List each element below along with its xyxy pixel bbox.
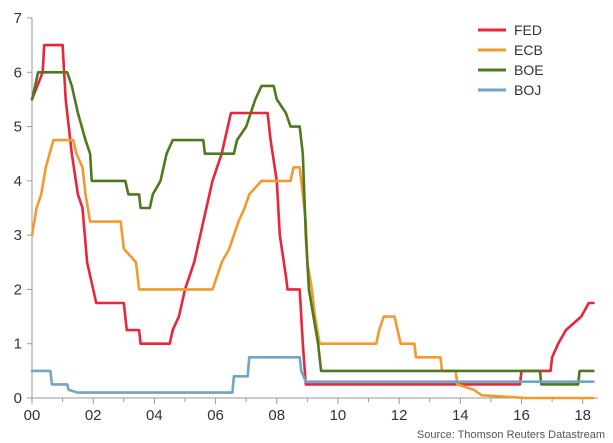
y-tick-label: 3 <box>14 227 22 244</box>
legend-label-ecb: ECB <box>514 42 543 58</box>
x-tick-label: 08 <box>268 407 285 424</box>
y-tick-label: 0 <box>14 390 22 407</box>
y-tick-label: 6 <box>14 64 22 81</box>
y-tick-label: 2 <box>14 281 22 298</box>
x-tick-label: 16 <box>513 407 530 424</box>
y-tick-label: 5 <box>14 119 22 136</box>
legend-label-fed: FED <box>514 22 542 38</box>
x-tick-label: 10 <box>330 407 347 424</box>
y-tick-label: 4 <box>14 173 22 190</box>
source-note: Source: Thomson Reuters Datastream <box>417 429 605 441</box>
legend-label-boe: BOE <box>514 62 544 78</box>
x-tick-label: 18 <box>574 407 591 424</box>
series-line-boj <box>30 356 595 394</box>
series-layer <box>30 43 595 400</box>
x-tick-label: 04 <box>146 407 163 424</box>
series-line-ecb <box>30 138 595 400</box>
series-line-fed <box>30 43 595 386</box>
x-tick-label: 14 <box>452 407 469 424</box>
x-tick-label: 00 <box>24 407 41 424</box>
x-tick-label: 06 <box>207 407 224 424</box>
legend-label-boj: BOJ <box>514 82 541 98</box>
x-tick-label: 02 <box>85 407 102 424</box>
y-tick-label: 1 <box>14 336 22 353</box>
x-tick-label: 12 <box>391 407 408 424</box>
y-tick-label: 7 <box>14 10 22 27</box>
series-line-boe <box>30 71 595 386</box>
legend: FED ECB BOE BOJ <box>478 22 544 98</box>
